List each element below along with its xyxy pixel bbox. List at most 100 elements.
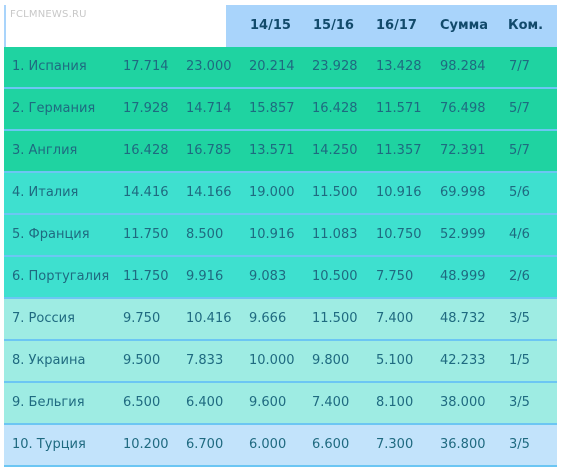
row-cell-season-13-14: 14.166 bbox=[186, 185, 232, 200]
row-cell-sum: 72.391 bbox=[440, 143, 486, 158]
table-row: 4. Италия 14.416 14.166 19.000 11.500 10.916 6… bbox=[4, 173, 557, 213]
row-cell-teams: 5/7 bbox=[509, 101, 530, 116]
row-cell-season-13-14: 8.500 bbox=[186, 227, 224, 242]
row-country: 3. Англия bbox=[12, 143, 78, 158]
row-cell-season-14-15: 6.000 bbox=[249, 437, 287, 452]
row-cell-season-14-15: 10.000 bbox=[249, 353, 295, 368]
row-country: 2. Германия bbox=[12, 101, 96, 116]
row-separator bbox=[4, 297, 557, 299]
row-cell-season-12-13: 16.428 bbox=[123, 143, 169, 158]
row-separator bbox=[4, 87, 557, 89]
row-cell-season-12-13: 17.714 bbox=[123, 59, 169, 74]
row-cell-season-14-15: 13.571 bbox=[249, 143, 295, 158]
row-cell-season-16-17: 7.400 bbox=[376, 311, 414, 326]
table-row: 8. Украина 9.500 7.833 10.000 9.800 5.100 42.2… bbox=[4, 341, 557, 381]
row-cell-season-16-17: 7.750 bbox=[376, 269, 414, 284]
row-cell-teams: 4/6 bbox=[509, 227, 530, 242]
row-cell-season-16-17: 8.100 bbox=[376, 395, 414, 410]
row-separator bbox=[4, 339, 557, 341]
row-cell-teams: 5/6 bbox=[509, 185, 530, 200]
row-separator bbox=[4, 381, 557, 383]
row-cell-sum: 52.999 bbox=[440, 227, 486, 242]
row-cell-sum: 48.999 bbox=[440, 269, 486, 284]
row-cell-season-15-16: 23.928 bbox=[312, 59, 358, 74]
row-separator bbox=[4, 423, 557, 425]
row-country: 7. Россия bbox=[12, 311, 75, 326]
row-cell-teams: 3/5 bbox=[509, 395, 530, 410]
row-cell-season-16-17: 13.428 bbox=[376, 59, 422, 74]
row-cell-season-13-14: 16.785 bbox=[186, 143, 232, 158]
row-cell-season-15-16: 10.500 bbox=[312, 269, 358, 284]
row-separator bbox=[4, 129, 557, 131]
table-row: 10. Турция 10.200 6.700 6.000 6.600 7.300 36.8… bbox=[4, 425, 557, 465]
row-cell-sum: 48.732 bbox=[440, 311, 486, 326]
row-cell-season-13-14: 14.714 bbox=[186, 101, 232, 116]
row-country: 9. Бельгия bbox=[12, 395, 85, 410]
row-cell-season-16-17: 11.357 bbox=[376, 143, 422, 158]
row-country: 5. Франция bbox=[12, 227, 90, 242]
row-cell-season-12-13: 11.750 bbox=[123, 269, 169, 284]
row-cell-season-15-16: 11.500 bbox=[312, 185, 358, 200]
row-country: 1. Испания bbox=[12, 59, 87, 74]
row-cell-sum: 69.998 bbox=[440, 185, 486, 200]
row-country: 8. Украина bbox=[12, 353, 86, 368]
row-cell-season-13-14: 7.833 bbox=[186, 353, 224, 368]
row-cell-season-14-15: 19.000 bbox=[249, 185, 295, 200]
row-cell-sum: 42.233 bbox=[440, 353, 486, 368]
row-cell-season-14-15: 9.666 bbox=[249, 311, 287, 326]
row-cell-season-16-17: 10.916 bbox=[376, 185, 422, 200]
table-row: 3. Англия 16.428 16.785 13.571 14.250 11.357 7… bbox=[4, 131, 557, 171]
row-cell-season-14-15: 9.083 bbox=[249, 269, 287, 284]
row-country: 6. Португалия bbox=[12, 269, 110, 284]
row-cell-season-12-13: 14.416 bbox=[123, 185, 169, 200]
row-cell-season-15-16: 6.600 bbox=[312, 437, 350, 452]
row-separator bbox=[4, 255, 557, 257]
row-cell-season-14-15: 15.857 bbox=[249, 101, 295, 116]
table-row: 9. Бельгия 6.500 6.400 9.600 7.400 8.100 38.00… bbox=[4, 383, 557, 423]
row-cell-season-13-14: 6.700 bbox=[186, 437, 224, 452]
row-cell-season-13-14: 6.400 bbox=[186, 395, 224, 410]
row-cell-season-16-17: 5.100 bbox=[376, 353, 414, 368]
row-cell-season-12-13: 6.500 bbox=[123, 395, 161, 410]
table-row: 5. Франция 11.750 8.500 10.916 11.083 10.750 5… bbox=[4, 215, 557, 255]
table-row: 6. Португалия 11.750 9.916 9.083 10.500 7.750… bbox=[4, 257, 557, 297]
row-cell-season-12-13: 17.928 bbox=[123, 101, 169, 116]
header-col-15-16: 15/16 bbox=[313, 18, 354, 33]
row-cell-teams: 3/5 bbox=[509, 311, 530, 326]
header-col-sum: Сумма bbox=[440, 18, 489, 33]
row-cell-season-15-16: 11.500 bbox=[312, 311, 358, 326]
header-col-16-17: 16/17 bbox=[376, 18, 417, 33]
row-cell-sum: 76.498 bbox=[440, 101, 486, 116]
row-cell-season-14-15: 9.600 bbox=[249, 395, 287, 410]
row-cell-season-15-16: 9.800 bbox=[312, 353, 350, 368]
row-cell-season-14-15: 10.916 bbox=[249, 227, 295, 242]
row-cell-season-16-17: 11.571 bbox=[376, 101, 422, 116]
row-cell-season-13-14: 10.416 bbox=[186, 311, 232, 326]
row-cell-season-13-14: 23.000 bbox=[186, 59, 232, 74]
row-cell-teams: 3/5 bbox=[509, 437, 530, 452]
row-cell-teams: 5/7 bbox=[509, 143, 530, 158]
table-row: 1. Испания 17.714 23.000 20.214 23.928 13.428… bbox=[4, 47, 557, 87]
row-cell-season-12-13: 11.750 bbox=[123, 227, 169, 242]
row-separator bbox=[4, 213, 557, 215]
row-cell-season-15-16: 11.083 bbox=[312, 227, 358, 242]
row-cell-season-14-15: 20.214 bbox=[249, 59, 295, 74]
row-country: 4. Италия bbox=[12, 185, 79, 200]
row-cell-season-16-17: 10.750 bbox=[376, 227, 422, 242]
row-cell-teams: 2/6 bbox=[509, 269, 530, 284]
header-col-14-15: 14/15 bbox=[250, 18, 291, 33]
row-cell-season-12-13: 9.500 bbox=[123, 353, 161, 368]
watermark: FCLMNEWS.RU bbox=[10, 9, 87, 20]
row-cell-sum: 98.284 bbox=[440, 59, 486, 74]
row-separator bbox=[4, 171, 557, 173]
table-row: 7. Россия 9.750 10.416 9.666 11.500 7.400 48.7… bbox=[4, 299, 557, 339]
row-cell-season-16-17: 7.300 bbox=[376, 437, 414, 452]
row-cell-season-12-13: 9.750 bbox=[123, 311, 161, 326]
header-col-teams: Ком. bbox=[508, 18, 544, 33]
row-cell-teams: 1/5 bbox=[509, 353, 530, 368]
row-cell-season-15-16: 7.400 bbox=[312, 395, 350, 410]
row-cell-season-15-16: 16.428 bbox=[312, 101, 358, 116]
row-cell-season-15-16: 14.250 bbox=[312, 143, 358, 158]
table-row: 2. Германия 17.928 14.714 15.857 16.428 11.57… bbox=[4, 89, 557, 129]
coefficients-table: 14/15 15/16 16/17 Сумма Ком. FCLMNEWS.RU… bbox=[4, 5, 557, 467]
